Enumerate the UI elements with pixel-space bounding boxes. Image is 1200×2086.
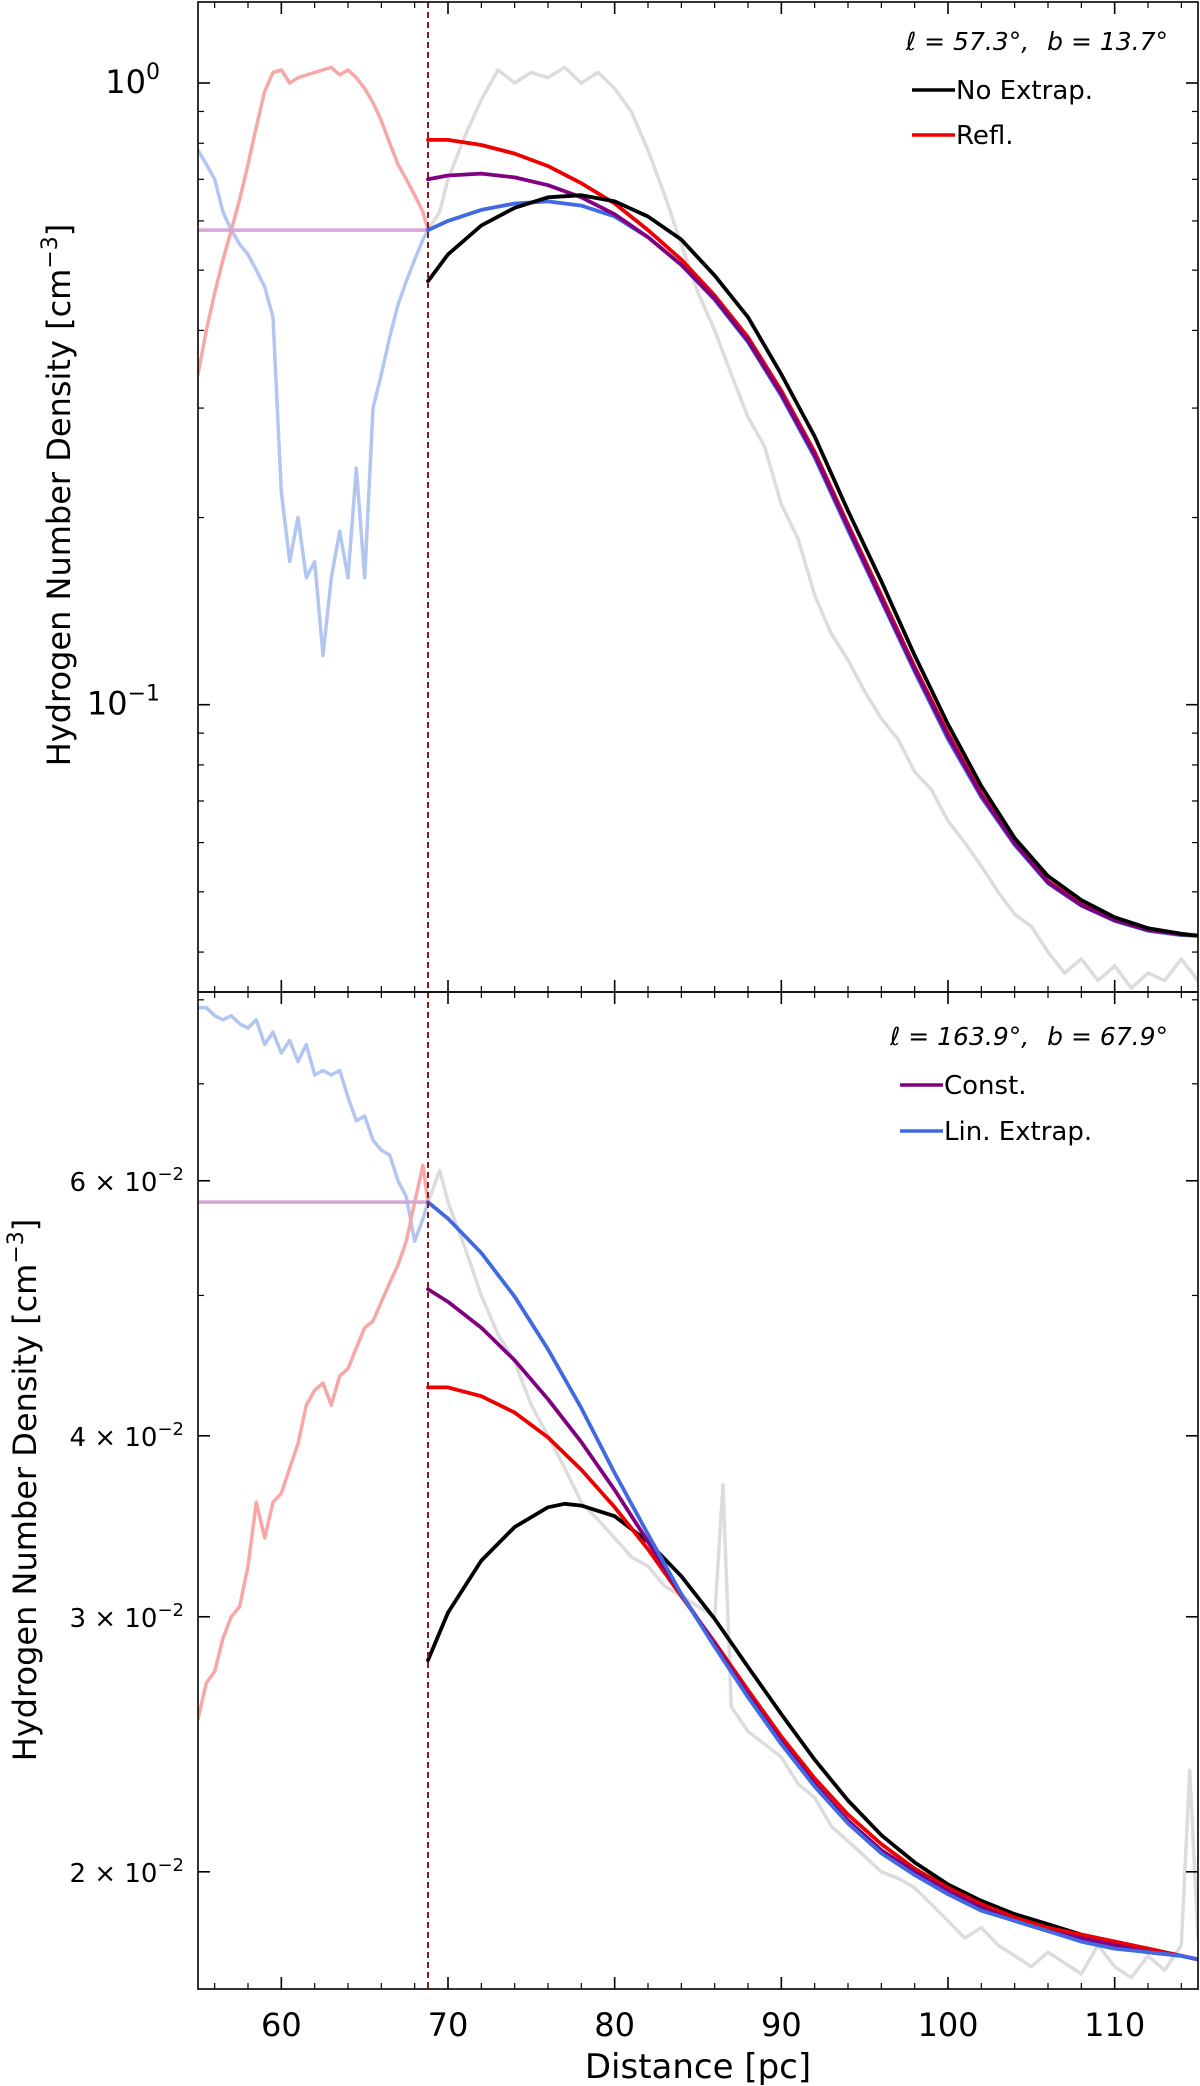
top-plot-area (198, 65, 1198, 990)
mirrored-blue-curve (198, 148, 430, 658)
x-axis-label: Distance [pc] (585, 2047, 811, 2086)
x-tick-label: 70 (428, 2006, 469, 2044)
bottom-annotation: ℓ = 163.9°, b = 67.9° (889, 1022, 1168, 1051)
series-line-lin-extrap (426, 1200, 1198, 1962)
background-data-curve (426, 65, 1198, 990)
y-tick-label: 6 × 10−2 (70, 1164, 185, 1198)
series-line-const (426, 171, 1198, 938)
series-line-no-extrap (426, 1501, 1198, 1962)
y-tick-label: 3 × 10−2 (70, 1600, 185, 1634)
top-axes-frame (197, 1, 1199, 993)
bottom-legend: Const. Lin. Extrap. (900, 1071, 1092, 1147)
y-tick-label: 4 × 10−2 (70, 1419, 185, 1453)
bottom-axis-ticks (198, 992, 1198, 1989)
bottom-axes-frame (197, 991, 1199, 1990)
series-line-no-extrap (426, 193, 1198, 938)
mirrored-red-curve (198, 1163, 430, 1721)
x-tick-label: 60 (261, 2006, 302, 2044)
legend-label-refl: Refl. (956, 121, 1014, 151)
series-line-refl (426, 137, 1198, 938)
top-legend: No Extrap. Refl. (912, 76, 1093, 151)
series-line-const (426, 1287, 1198, 1962)
mirrored-blue-curve (198, 1005, 430, 1243)
y-tick-label: 2 × 10−2 (70, 1855, 185, 1889)
series-line-refl (426, 1385, 1198, 1962)
legend-label-lin-extrap: Lin. Extrap. (944, 1117, 1092, 1147)
top-panel: ℓ = 57.3°, b = 13.7° No Extrap. Refl. 10… (38, 1, 1199, 993)
x-tick-label: 80 (594, 2006, 635, 2044)
top-y-tick-labels: 100 10−1 (87, 60, 160, 723)
top-background-curves (198, 65, 1198, 990)
mirrored-red-curve (198, 65, 430, 377)
bottom-y-tick-labels: 6 × 10−2 4 × 10−2 3 × 10−2 2 × 10−2 (70, 1164, 185, 1889)
legend-label-const: Const. (944, 1071, 1027, 1101)
bottom-y-axis-label: Hydrogen Number Density [cm−3] (4, 1219, 44, 1762)
top-axis-ticks (198, 2, 1198, 992)
bottom-background-curves (198, 1005, 1198, 1980)
top-annotation: ℓ = 57.3°, b = 13.7° (905, 27, 1168, 56)
x-tick-labels: 60 70 80 90 100 110 (261, 2006, 1145, 2044)
top-model-curves (426, 137, 1198, 938)
x-tick-label: 110 (1084, 2006, 1145, 2044)
x-tick-label: 90 (761, 2006, 802, 2044)
y-tick-label: 10−1 (87, 682, 160, 723)
background-data-curve (426, 1168, 1198, 1980)
x-tick-label: 100 (917, 2006, 978, 2044)
bottom-panel: ℓ = 163.9°, b = 67.9° Const. Lin. Extrap… (4, 991, 1199, 1990)
y-tick-label: 100 (105, 60, 160, 101)
bottom-model-curves (426, 1200, 1198, 1962)
top-y-axis-label: Hydrogen Number Density [cm−3] (38, 224, 78, 767)
legend-label-no-extrap: No Extrap. (956, 76, 1093, 106)
bottom-plot-area (198, 1005, 1198, 1980)
series-line-lin-extrap (426, 199, 1198, 938)
